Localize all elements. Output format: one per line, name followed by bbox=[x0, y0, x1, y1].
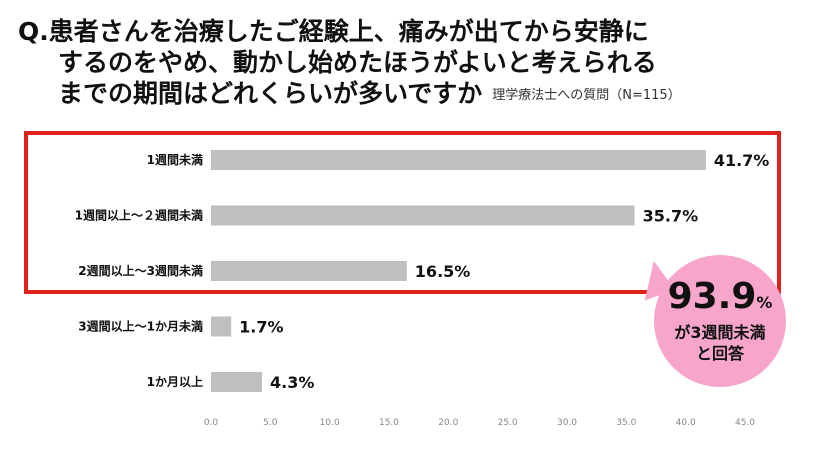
x-tick-label: 40.0 bbox=[676, 418, 696, 428]
value-label: 4.3% bbox=[270, 373, 314, 392]
highlight-box bbox=[24, 131, 781, 294]
value-label: 41.7% bbox=[714, 151, 770, 170]
callout-text-2: と回答 bbox=[695, 344, 744, 363]
title-line-3-wrap: までの期間はどれくらいが多いですか 理学療法士への質問（N=115） bbox=[18, 78, 681, 111]
callout-bubble: 93.9% が3週間未満 と回答 bbox=[654, 255, 786, 387]
x-tick-label: 15.0 bbox=[379, 418, 399, 428]
category-label: 1週間未満 bbox=[147, 152, 203, 167]
callout-number-wrap: 93.9% bbox=[668, 278, 773, 322]
callout-text-1: が3週間未満 bbox=[674, 323, 766, 342]
category-label: 3週間以上～1か月未満 bbox=[78, 319, 203, 334]
bar bbox=[211, 372, 263, 392]
value-label: 16.5% bbox=[415, 262, 471, 281]
x-tick-label: 25.0 bbox=[498, 418, 518, 428]
x-axis-ticks: 0.0 5.0 10.0 15.0 20.0 25.0 30.0 35.0 40.0 45.0 bbox=[204, 418, 755, 428]
title-line-2: するのをやめ、動かし始めたほうがよいと考えられる bbox=[58, 48, 657, 77]
bars-group: 1週間未満 41.7% 1週間以上～２週間未満 35.7% 2週間以上～3週間未満 16.… bbox=[75, 150, 770, 392]
bar bbox=[211, 205, 635, 226]
category-label: 1か月以上 bbox=[147, 374, 203, 389]
x-tick-label: 45.0 bbox=[735, 418, 755, 428]
callout-unit: % bbox=[756, 293, 773, 312]
category-label: 2週間以上～3週間未満 bbox=[78, 263, 203, 278]
x-tick-label: 0.0 bbox=[204, 418, 219, 428]
chart-subtitle: 理学療法士への質問（N=115） bbox=[492, 88, 681, 103]
chart-title: Q.患者さんを治療したご経験上、痛みが出てから安静に するのをやめ、動かし始めた… bbox=[18, 16, 681, 111]
x-tick-label: 5.0 bbox=[263, 418, 278, 428]
bar bbox=[211, 261, 407, 281]
bar bbox=[211, 150, 706, 170]
value-label: 1.7% bbox=[239, 318, 283, 337]
x-tick-label: 30.0 bbox=[557, 418, 577, 428]
title-line-1: Q.患者さんを治療したご経験上、痛みが出てから安静に bbox=[18, 17, 649, 46]
x-tick-label: 35.0 bbox=[616, 418, 636, 428]
x-tick-label: 10.0 bbox=[320, 418, 340, 428]
category-label: 1週間以上～２週間未満 bbox=[75, 208, 203, 223]
x-tick-label: 20.0 bbox=[438, 418, 458, 428]
bar bbox=[211, 316, 232, 337]
callout-number: 93.9 bbox=[667, 276, 757, 317]
value-label: 35.7% bbox=[643, 207, 699, 226]
title-line-3: までの期間はどれくらいが多いですか bbox=[58, 79, 483, 108]
